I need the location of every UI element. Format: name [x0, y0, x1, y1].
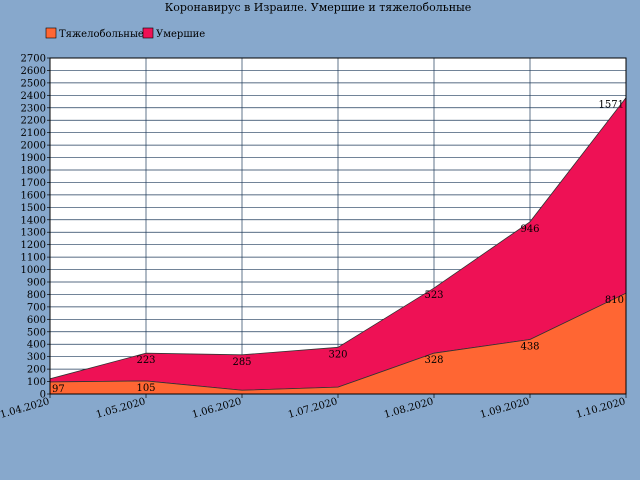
x-tick-label: 1.10.2020 [575, 396, 627, 421]
y-tick-label: 2200 [21, 116, 46, 127]
data-label-deceased: 285 [232, 357, 251, 368]
y-tick-label: 1700 [21, 178, 46, 189]
y-tick-label: 200 [27, 365, 46, 376]
x-tick-label: 1.05.2020 [95, 396, 147, 421]
x-tick-label: 1.07.2020 [287, 396, 339, 421]
y-tick-label: 1100 [21, 253, 46, 264]
x-tick-label: 1.06.2020 [191, 396, 243, 421]
y-tick-label: 100 [27, 377, 46, 388]
data-label-deceased: 223 [136, 355, 155, 366]
y-tick-label: 1800 [21, 166, 46, 177]
data-label-heavy: 97 [52, 384, 65, 395]
data-label-heavy: 328 [424, 355, 443, 366]
y-tick-label: 900 [27, 278, 46, 289]
legend: Тяжелобольные Умершие [45, 27, 205, 40]
legend-swatch-deceased [142, 27, 154, 39]
chart-title: Коронавирус в Израиле. Умершие и тяжелоб… [165, 1, 472, 14]
y-tick-label: 2600 [21, 66, 46, 77]
y-tick-label: 2000 [21, 141, 46, 152]
data-label-heavy: 105 [136, 383, 155, 394]
y-tick-label: 1600 [21, 190, 46, 201]
y-tick-label: 2300 [21, 103, 46, 114]
data-label-deceased: 320 [328, 349, 347, 360]
data-labels: 97 105 328 438 810 223 285 320 523 946 1571 [52, 100, 624, 395]
y-tick-label: 0 [40, 390, 46, 401]
legend-swatch-heavy [45, 27, 57, 39]
y-tick-label: 1500 [21, 203, 46, 214]
data-label-deceased: 1571 [599, 100, 624, 111]
y-tick-label: 700 [27, 302, 46, 313]
y-tick-label: 500 [27, 327, 46, 338]
y-tick-label: 1000 [21, 265, 46, 276]
y-tick-label: 800 [27, 290, 46, 301]
y-tick-label: 2400 [21, 91, 46, 102]
data-label-deceased: 523 [424, 290, 443, 301]
y-tick-label: 1200 [21, 240, 46, 251]
data-label-heavy: 810 [605, 295, 624, 306]
legend-label-heavy: Тяжелобольные [59, 29, 144, 40]
data-label-deceased: 946 [520, 224, 539, 235]
data-label-heavy: 438 [520, 341, 539, 352]
legend-label-deceased: Умершие [156, 29, 205, 40]
y-tick-label: 1400 [21, 215, 46, 226]
plot-border [49, 57, 627, 395]
y-tick-label: 1300 [21, 228, 46, 239]
y-tick-label: 2100 [21, 128, 46, 139]
x-tick-label: 1.08.2020 [383, 396, 435, 421]
y-tick-label: 2500 [21, 78, 46, 89]
y-tick-label: 2700 [21, 54, 46, 65]
y-tick-label: 600 [27, 315, 46, 326]
x-tick-label: 1.09.2020 [479, 396, 531, 421]
y-tick-label: 400 [27, 340, 46, 351]
y-tick-label: 1900 [21, 153, 46, 164]
x-tick-label: 1.04.2020 [0, 396, 51, 421]
y-tick-label: 300 [27, 352, 46, 363]
